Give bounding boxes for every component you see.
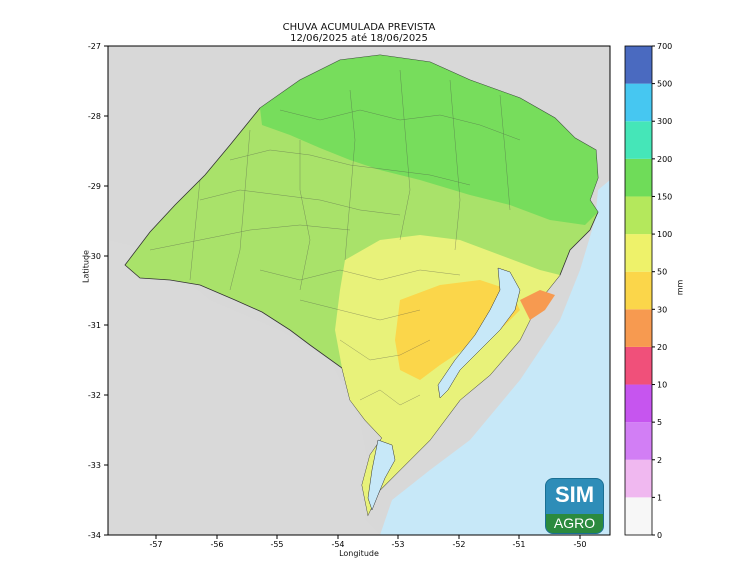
logo-subtext: AGRO <box>546 514 603 533</box>
y-tick-label: -33 <box>88 461 101 470</box>
colorbar-tick-label: 5 <box>657 418 662 427</box>
logo-text: SIM <box>554 482 595 507</box>
y-axis: -27 -28 -29 -30 -31 -32 -33 -34 <box>88 42 108 540</box>
y-tick-label: -31 <box>88 321 101 330</box>
colorbar-segment <box>625 83 652 122</box>
colorbar-tick-label: 30 <box>657 305 667 314</box>
colorbar-segment <box>625 497 652 535</box>
y-tick-label: -32 <box>88 391 101 400</box>
y-tick-label: -27 <box>88 42 101 51</box>
y-tick-label: -28 <box>88 112 101 121</box>
y-tick-label: -29 <box>88 182 101 191</box>
map-date-range: 12/06/2025 até 18/06/2025 <box>290 33 428 44</box>
x-tick-label: -54 <box>331 540 344 549</box>
colorbar-segment <box>625 46 652 84</box>
colorbar-tick-label: 1 <box>657 493 662 502</box>
x-tick-label: -52 <box>452 540 465 549</box>
x-tick-label: -50 <box>573 540 586 549</box>
plot-frame <box>107 45 611 536</box>
colorbar-tick-label: 200 <box>657 155 672 164</box>
colorbar-unit: mm <box>675 279 685 296</box>
low-rain-area <box>395 280 520 380</box>
colorbar-segment <box>625 234 652 272</box>
lagoa-mirim <box>367 439 396 511</box>
colorbar-tick-label: 0 <box>657 531 662 540</box>
y-axis-label: Latitude <box>81 250 91 283</box>
colorbar-frame <box>624 45 653 536</box>
colorbar-segment <box>625 158 652 197</box>
y-tick-label: -34 <box>88 531 101 540</box>
ocean <box>380 180 610 535</box>
colorbar-tick-label: 20 <box>657 343 667 352</box>
y-tick-label: -30 <box>88 252 101 261</box>
colorbar-segment <box>625 121 652 159</box>
colorbar-tick-label: 100 <box>657 230 672 239</box>
x-axis-label: Longitude <box>339 549 379 558</box>
colorbar-tick-label: 300 <box>657 117 672 126</box>
colorbar-segment <box>625 459 652 498</box>
sim-agro-logo: SIM AGRO <box>545 478 604 534</box>
x-axis: -57 -56 -55 -54 -53 -52 -51 -50 <box>149 535 587 549</box>
very-low-rain-area <box>520 290 555 320</box>
colorbar-segment <box>625 196 652 235</box>
municipal-borders <box>149 69 521 406</box>
colorbar-segment <box>625 422 652 460</box>
colorbar-tick-label: 150 <box>657 192 672 201</box>
colorbar-tick-label: 2 <box>657 456 662 465</box>
colorbar-tick-label: 50 <box>657 268 667 277</box>
heavy-rain-area <box>260 55 598 225</box>
x-tick-label: -55 <box>270 540 283 549</box>
colorbar-tick-label: 500 <box>657 80 672 89</box>
x-tick-label: -53 <box>391 540 404 549</box>
x-tick-label: -51 <box>512 540 525 549</box>
colorbar-segment <box>625 309 652 347</box>
x-tick-label: -56 <box>210 540 223 549</box>
x-tick-label: -57 <box>149 540 162 549</box>
uruguay-land <box>108 240 380 535</box>
colorbar-segment <box>625 384 652 423</box>
lagoa-dos-patos <box>437 267 521 399</box>
colorbar-tick-label: 10 <box>657 381 667 390</box>
colorbar-segment <box>625 346 652 385</box>
colorbar-tick-label: 700 <box>657 42 672 51</box>
colorbar-segment <box>625 271 652 310</box>
map-title: CHUVA ACUMULADA PREVISTA <box>282 22 436 33</box>
colorbar: 0 1 2 5 10 20 30 50 100 150 200 300 500 700 <box>624 42 672 540</box>
